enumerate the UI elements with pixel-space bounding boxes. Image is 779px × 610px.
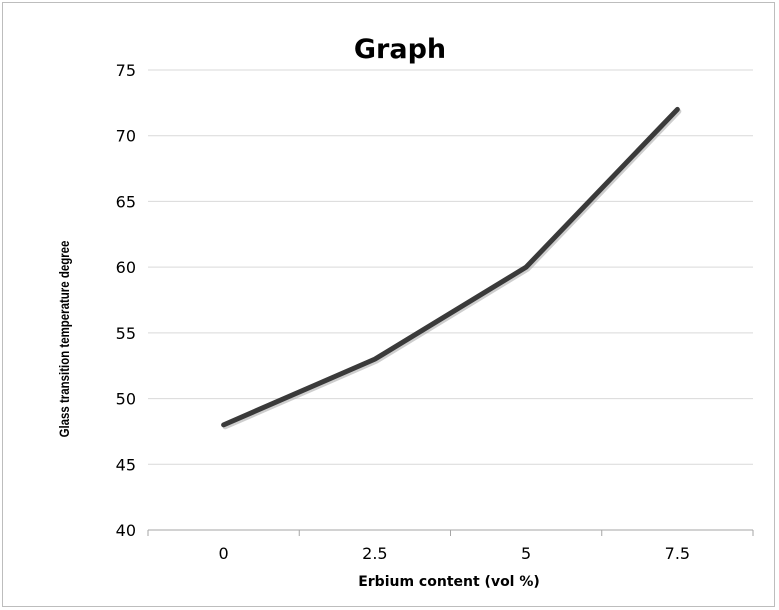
series-layer	[221, 106, 682, 430]
y-tick-label: 75	[116, 61, 136, 80]
x-axis-ticks	[147, 530, 754, 536]
series-line-shadow	[222, 108, 682, 430]
y-tick-label: 40	[116, 521, 136, 540]
x-tick-label: 2.5	[362, 544, 387, 563]
x-axis-tick-labels: 0 2.5 5 7.5	[219, 544, 691, 563]
series-line	[221, 106, 680, 428]
x-tick-label: 0	[219, 544, 229, 563]
chart-title: Graph	[354, 34, 446, 65]
axes	[147, 529, 754, 536]
y-tick-label: 50	[116, 390, 136, 409]
x-tick-label: 5	[521, 544, 531, 563]
y-tick-label: 60	[116, 258, 136, 277]
x-axis-label: Erbium content (vol %)	[358, 574, 540, 590]
y-tick-label: 70	[116, 127, 136, 146]
y-tick-label: 45	[116, 455, 136, 474]
y-tick-label: 55	[116, 324, 136, 343]
y-axis-label: Glass transition temperature degree	[57, 241, 72, 438]
x-tick-label: 7.5	[665, 544, 690, 563]
y-tick-label: 65	[116, 192, 136, 211]
y-axis-tick-labels: 40 45 50 55 60 65 70 75	[116, 61, 136, 540]
